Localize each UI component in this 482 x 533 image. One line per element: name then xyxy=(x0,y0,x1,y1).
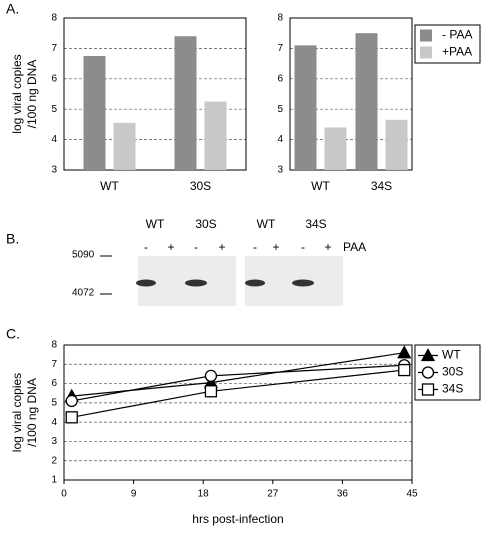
gel-band xyxy=(245,279,265,287)
gel-band xyxy=(292,279,314,287)
bar xyxy=(324,127,347,170)
treatment-label: - xyxy=(194,240,198,254)
y-tick-label: 3 xyxy=(277,165,283,176)
legend-marker xyxy=(421,366,435,379)
y-axis-label: log viral copies xyxy=(10,373,24,452)
x-axis-label: hrs post-infection xyxy=(192,512,283,526)
x-tick-label: 9 xyxy=(131,489,137,500)
bar xyxy=(294,45,317,170)
bar xyxy=(355,33,378,171)
x-tick-label: WT xyxy=(311,179,330,193)
plot-frame xyxy=(63,17,247,171)
x-tick-label: 45 xyxy=(406,489,418,500)
panel-label: A. xyxy=(6,1,19,17)
x-tick-label: 27 xyxy=(267,489,279,500)
treatment-label: - xyxy=(253,240,257,254)
legend-label: - PAA xyxy=(442,28,472,42)
x-tick-label: 30S xyxy=(190,179,211,193)
y-tick-label: 5 xyxy=(51,397,57,408)
y-tick-label: 1 xyxy=(51,475,57,486)
lane-label: 30S xyxy=(195,217,216,231)
x-tick-label: 34S xyxy=(371,179,392,193)
size-marker: 4072 xyxy=(72,288,95,299)
marker xyxy=(204,385,218,398)
y-tick-label: 3 xyxy=(51,165,57,176)
y-tick-label: 6 xyxy=(51,378,57,389)
x-tick-label: 36 xyxy=(337,489,349,500)
treatment-label: + xyxy=(324,240,331,254)
lane-label: WT xyxy=(257,217,276,231)
bar xyxy=(113,122,136,170)
line xyxy=(71,369,405,418)
legend-label: 34S xyxy=(442,382,463,396)
y-tick-label: 8 xyxy=(277,13,283,24)
treatment-label: + xyxy=(272,240,279,254)
bar xyxy=(204,101,227,170)
x-tick-label: WT xyxy=(100,179,119,193)
y-tick-label: 3 xyxy=(51,436,57,447)
treatment-title: PAA xyxy=(343,240,366,254)
panel-label: B. xyxy=(6,231,19,247)
size-marker: 5090 xyxy=(72,250,95,261)
gel-band xyxy=(185,279,207,287)
marker xyxy=(204,369,218,383)
panel-label: C. xyxy=(6,326,20,342)
y-tick-label: 8 xyxy=(51,340,57,351)
plot-frame xyxy=(63,344,413,481)
y-axis-label: log viral copies xyxy=(10,54,24,133)
y-tick-label: 4 xyxy=(51,134,57,145)
legend-label: +PAA xyxy=(442,45,472,59)
y-tick-label: 5 xyxy=(51,104,57,115)
y-tick-label: 2 xyxy=(51,455,57,466)
plot-frame xyxy=(289,17,413,171)
y-tick-label: 7 xyxy=(51,359,57,370)
y-tick-label: 4 xyxy=(51,417,57,428)
x-tick-label: 0 xyxy=(61,489,67,500)
treatment-label: - xyxy=(144,240,148,254)
legend-label: WT xyxy=(442,348,461,362)
legend-label: 30S xyxy=(442,365,463,379)
bar xyxy=(83,56,106,170)
marker xyxy=(398,363,411,377)
treatment-label: - xyxy=(301,240,305,254)
legend-marker xyxy=(420,348,436,362)
y-axis-label: /100 ng DNA xyxy=(25,378,39,447)
marker xyxy=(65,394,78,408)
line xyxy=(71,364,405,402)
legend-swatch xyxy=(420,29,432,42)
y-tick-label: 8 xyxy=(51,13,57,24)
gel-band xyxy=(136,279,156,287)
treatment-label: + xyxy=(218,240,225,254)
lane-label: WT xyxy=(146,217,165,231)
y-axis-label: /100 ng DNA xyxy=(25,60,39,129)
y-tick-label: 5 xyxy=(277,104,283,115)
y-tick-label: 6 xyxy=(51,73,57,84)
y-tick-label: 7 xyxy=(277,43,283,54)
y-tick-label: 6 xyxy=(277,73,283,84)
bar xyxy=(174,36,197,170)
legend-marker xyxy=(421,383,435,396)
legend-swatch xyxy=(420,46,432,59)
y-tick-label: 7 xyxy=(51,43,57,54)
treatment-label: + xyxy=(167,240,174,254)
marker xyxy=(397,345,412,359)
x-tick-label: 18 xyxy=(198,489,210,500)
lane-label: 34S xyxy=(305,217,326,231)
gel: WT 30S WT 34S - + - + - + - + PAA 5090 4… xyxy=(72,217,366,306)
bar xyxy=(385,119,408,170)
y-tick-label: 4 xyxy=(277,134,283,145)
marker xyxy=(65,411,78,424)
